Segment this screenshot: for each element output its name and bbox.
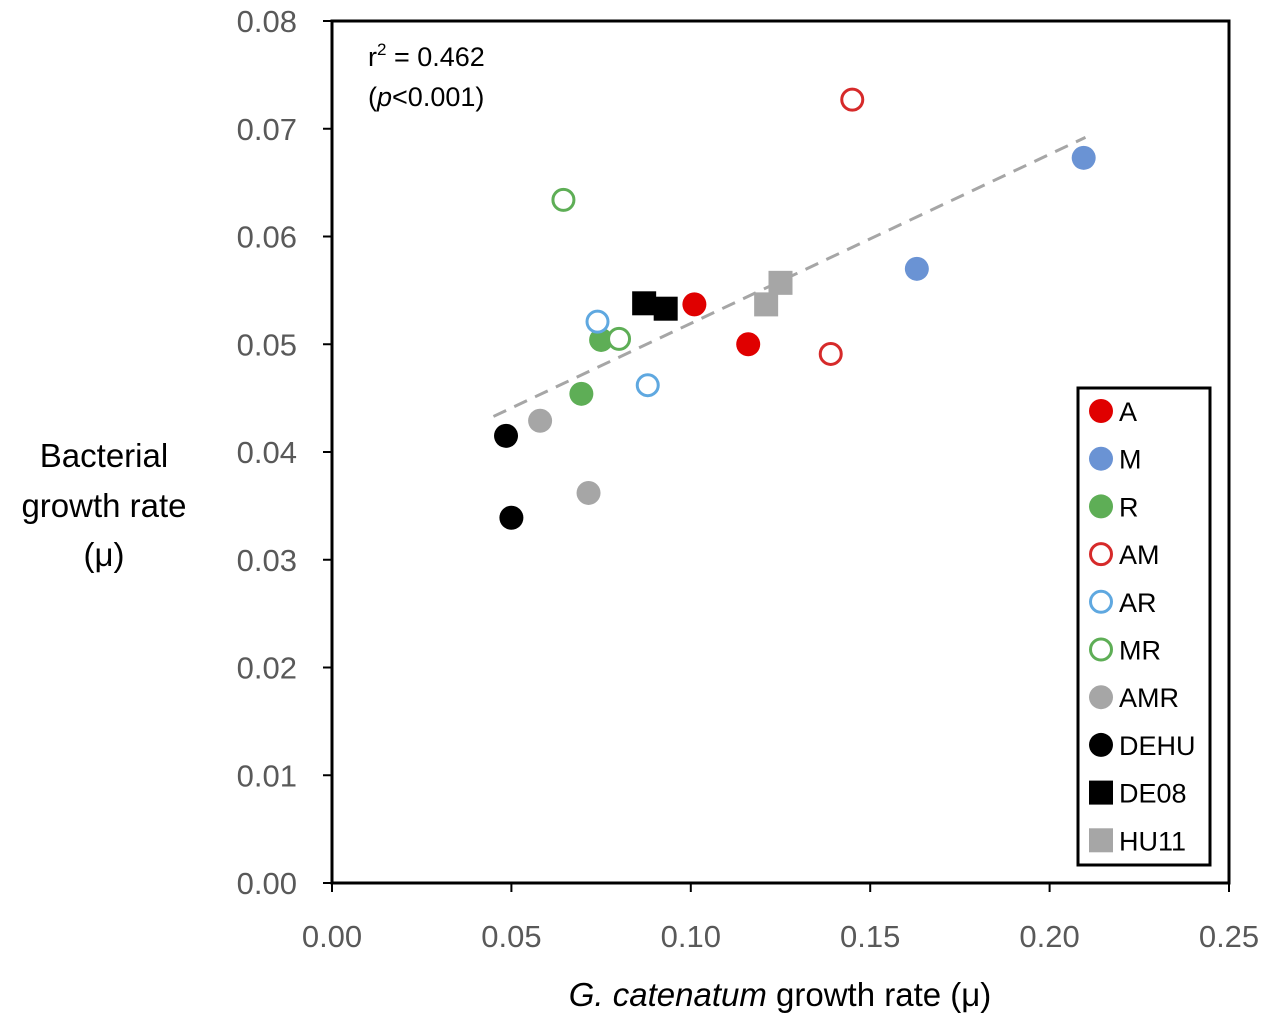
x-tick-label: 0.10 bbox=[661, 919, 721, 954]
p-open: ( bbox=[368, 82, 377, 112]
legend-marker-am bbox=[1089, 542, 1113, 567]
legend-marker-hu11 bbox=[1089, 828, 1113, 853]
x-tick-label: 0.05 bbox=[481, 919, 541, 954]
p-italic: p bbox=[376, 82, 392, 112]
p-value-annotation: (p<0.001) bbox=[368, 82, 484, 112]
point-ar bbox=[585, 309, 610, 334]
point-am bbox=[818, 341, 843, 366]
y-axis-title-line-3: (μ) bbox=[84, 536, 125, 573]
legend-label-r: R bbox=[1119, 492, 1139, 522]
point-mr bbox=[607, 326, 632, 351]
point-m bbox=[904, 256, 929, 281]
y-tick-label: 0.01 bbox=[237, 758, 297, 793]
y-tick-label: 0.07 bbox=[237, 112, 297, 147]
point-m bbox=[1071, 145, 1096, 170]
point-amr bbox=[576, 480, 601, 505]
legend-label-m: M bbox=[1119, 445, 1142, 475]
p-rest: <0.001) bbox=[392, 82, 484, 112]
legend-marker-a bbox=[1089, 399, 1113, 423]
legend-marker-m bbox=[1089, 446, 1113, 471]
x-tick-label: 0.00 bbox=[302, 919, 362, 954]
legend-label-ar: AR bbox=[1119, 588, 1157, 618]
x-tick-label: 0.25 bbox=[1199, 919, 1259, 954]
y-tick-label: 0.03 bbox=[237, 543, 297, 578]
axes: 0.00 0.01 0.02 0.03 0.04 0.05 0.06 0.07 0.08 0.00… bbox=[237, 4, 1260, 954]
point-amr bbox=[528, 408, 553, 433]
y-tick-label: 0.05 bbox=[237, 327, 297, 362]
r2-label: r bbox=[368, 42, 377, 72]
r2-value: = 0.462 bbox=[386, 42, 484, 72]
legend-marker-de08 bbox=[1089, 780, 1113, 805]
x-tick-label: 0.20 bbox=[1019, 919, 1079, 954]
data-points bbox=[494, 87, 1096, 530]
y-tick-label: 0.04 bbox=[237, 435, 297, 470]
x-axis-title: G. catenatum growth rate (μ) bbox=[569, 976, 992, 1013]
legend-label-de08: DE08 bbox=[1119, 779, 1187, 809]
point-a bbox=[736, 332, 761, 357]
point-hu11 bbox=[768, 270, 793, 295]
legend-label-a: A bbox=[1119, 397, 1137, 427]
point-ar bbox=[635, 373, 660, 398]
y-tick-label: 0.02 bbox=[237, 651, 297, 686]
r-squared-annotation: r2 = 0.462 bbox=[368, 40, 485, 72]
x-axis-title-italic: G. catenatum bbox=[569, 976, 767, 1013]
y-tick-label: 0.06 bbox=[237, 220, 297, 255]
legend-marker-ar bbox=[1089, 589, 1113, 614]
point-hu11 bbox=[754, 292, 779, 317]
legend-marker-mr bbox=[1089, 637, 1113, 662]
y-axis-title-line-1: Bacterial bbox=[40, 437, 168, 474]
y-axis-title: Bacterial growth rate (μ) bbox=[21, 437, 186, 573]
point-r bbox=[569, 381, 594, 406]
legend-marker-amr bbox=[1089, 685, 1113, 710]
point-dehu bbox=[494, 423, 519, 448]
legend-label-mr: MR bbox=[1119, 636, 1161, 666]
point-de08 bbox=[653, 296, 678, 321]
point-mr bbox=[551, 187, 576, 212]
legend-label-dehu: DEHU bbox=[1119, 731, 1196, 761]
point-dehu bbox=[499, 505, 524, 530]
legend-label-hu11: HU11 bbox=[1119, 826, 1186, 856]
legend-marker-r bbox=[1089, 494, 1113, 519]
y-tick-label: 0.00 bbox=[237, 866, 297, 901]
x-tick-label: 0.15 bbox=[840, 919, 900, 954]
legend-label-am: AM bbox=[1119, 540, 1160, 570]
y-tick-label: 0.08 bbox=[237, 4, 297, 39]
legend-marker-dehu bbox=[1089, 732, 1113, 757]
point-r bbox=[589, 327, 614, 352]
point-am bbox=[840, 87, 865, 112]
point-de08 bbox=[632, 291, 657, 316]
point-a bbox=[682, 292, 707, 317]
r2-superscript: 2 bbox=[377, 40, 386, 59]
y-axis-title-line-2: growth rate bbox=[21, 487, 186, 524]
legend-label-amr: AMR bbox=[1119, 683, 1179, 713]
x-axis-title-rest: growth rate (μ) bbox=[767, 976, 991, 1013]
